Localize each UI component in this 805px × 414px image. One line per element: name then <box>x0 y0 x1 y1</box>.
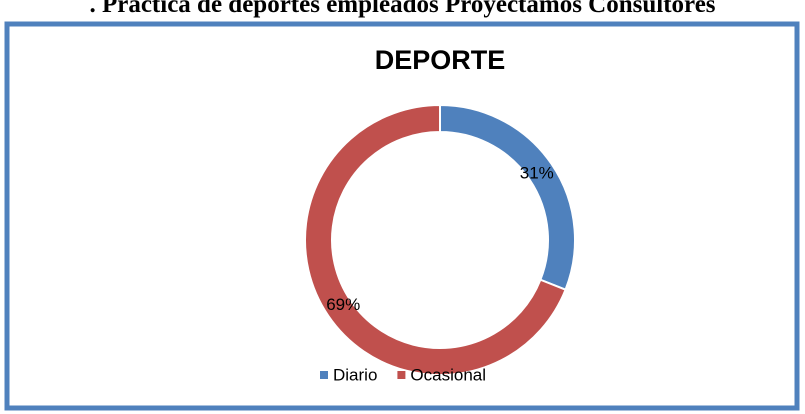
legend-swatch <box>397 371 406 379</box>
heading: . Práctica de deportes empleados Proyect… <box>89 0 716 18</box>
chart-title: DEPORTE <box>375 45 506 75</box>
legend-label: Ocasional <box>410 365 486 384</box>
legend-label: Diario <box>333 365 377 384</box>
legend-swatch <box>320 371 328 379</box>
data-label: 69% <box>326 295 360 314</box>
data-label: 31% <box>520 164 554 183</box>
donut-segment <box>304 103 567 376</box>
